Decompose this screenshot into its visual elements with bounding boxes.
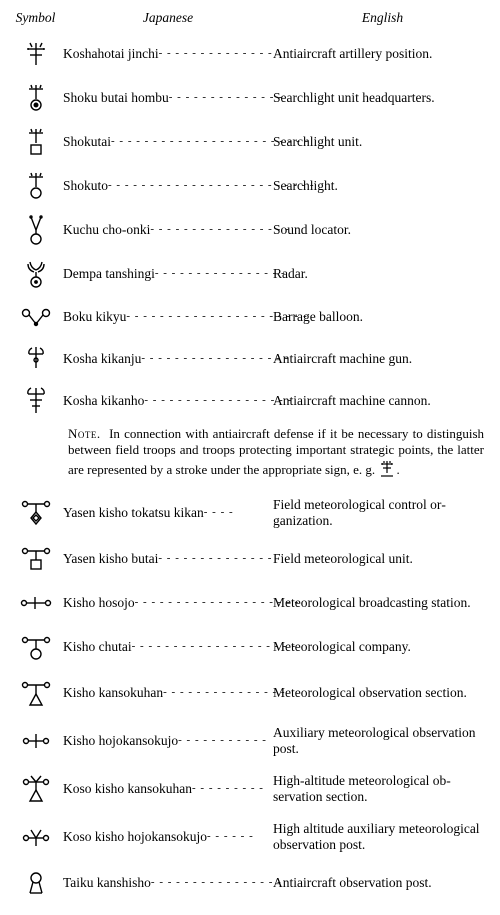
note-block: Note. In connection with antiaircraft de…: [8, 422, 492, 489]
english-term: Searchlight unit.: [273, 134, 492, 150]
english-term: Antiaircraft machine gun.: [273, 351, 492, 367]
english-term: Searchlight.: [273, 178, 492, 194]
symbol-icon: [8, 592, 63, 614]
japanese-term: Koso kisho hojokansokujo- - - - - -: [63, 829, 273, 845]
english-term: Meteorological observation sec­tion.: [273, 685, 492, 701]
english-term: Meteorological company.: [273, 639, 492, 655]
note-inline-symbol: [378, 459, 396, 483]
table-row: Kisho kansokuhan- - - - - - - - - - - - …: [8, 669, 492, 717]
japanese-term: Kisho chutai- - - - - - - - - - - - - - …: [63, 639, 273, 655]
japanese-term: Dempa tanshingi- - - - - - - - - - - - -…: [63, 266, 273, 282]
table-row: Kisho chutai- - - - - - - - - - - - - - …: [8, 625, 492, 669]
table-row: Dempa tanshingi- - - - - - - - - - - - -…: [8, 252, 492, 296]
symbol-icon: [8, 632, 63, 662]
japanese-term: Shokuto- - - - - - - - - - - - - - - - -…: [63, 178, 273, 194]
note-label: Note.: [68, 426, 101, 441]
symbol-icon: [8, 729, 63, 753]
symbol-icon: [8, 81, 63, 115]
table-row: Yasen kisho butai- - - - - - - - - - - -…: [8, 537, 492, 581]
table-row: Boku kikyu- - - - - - - - - - - - - - - …: [8, 296, 492, 338]
japanese-term: Koshahotai jinchi- - - - - - - - - - - -…: [63, 46, 273, 62]
symbol-icon: [8, 824, 63, 850]
english-term: Radar.: [273, 266, 492, 282]
japanese-term: Shoku butai hombu- - - - - - - - - - - -…: [63, 90, 273, 106]
symbol-icon: [8, 543, 63, 575]
english-term: Sound locator.: [273, 222, 492, 238]
table-row: Shokutai- - - - - - - - - - - - - - - - …: [8, 120, 492, 164]
english-term: Searchlight unit headquarters.: [273, 90, 492, 106]
english-term: Field meteorological control or­ganizati…: [273, 497, 492, 529]
table-row: Kisho hojokansokujo- - - - - - - - - - -…: [8, 717, 492, 765]
symbol-icon: [8, 125, 63, 159]
table-row: Yasen kisho tokatsu kikan- - - - Field m…: [8, 489, 492, 537]
english-term: Antiaircraft machine cannon.: [273, 393, 492, 409]
japanese-term: Kosha kikanho- - - - - - - - - - - - - -…: [63, 393, 273, 409]
japanese-term: Yasen kisho tokatsu kikan- - - -: [63, 505, 273, 521]
english-term: Field meteorological unit.: [273, 551, 492, 567]
table-header: Symbol Japanese English: [8, 10, 492, 32]
header-symbol: Symbol: [8, 10, 63, 32]
table-row: Kisho hosojo- - - - - - - - - - - - - - …: [8, 581, 492, 625]
symbol-icon: [8, 169, 63, 203]
japanese-term: Kisho kansokuhan- - - - - - - - - - - - …: [63, 685, 273, 701]
japanese-term: Kuchu cho-onki- - - - - - - - - - - - - …: [63, 222, 273, 238]
english-term: Auxiliary meteorological obser­vation po…: [273, 725, 492, 757]
japanese-term: Boku kikyu- - - - - - - - - - - - - - - …: [63, 309, 273, 325]
english-term: Antiaircraft observation post.: [273, 875, 492, 891]
symbol-table: Symbol Japanese English Koshahotai jinch…: [8, 10, 492, 905]
symbol-icon: [8, 496, 63, 530]
english-term: Antiaircraft artillery position.: [273, 46, 492, 62]
header-english: English: [273, 10, 492, 32]
symbol-icon: [8, 306, 63, 328]
symbol-icon: [8, 39, 63, 69]
english-term: High-altitude meteorological ob­servatio…: [273, 773, 492, 805]
table-row: Kosha kikanju- - - - - - - - - - - - - -…: [8, 338, 492, 380]
english-term: Barrage balloon.: [273, 309, 492, 325]
japanese-term: Taiku kanshisho- - - - - - - - - - - - -…: [63, 875, 273, 891]
symbol-icon: [8, 869, 63, 897]
table-row: Kuchu cho-onki- - - - - - - - - - - - - …: [8, 208, 492, 252]
table-row: Shoku butai hombu- - - - - - - - - - - -…: [8, 76, 492, 120]
table-row: Koso kisho hojokansokujo- - - - - - High…: [8, 813, 492, 861]
english-term: High altitude auxiliary meteor­ological …: [273, 821, 492, 853]
japanese-term: Yasen kisho butai- - - - - - - - - - - -…: [63, 551, 273, 567]
table-row: Koshahotai jinchi- - - - - - - - - - - -…: [8, 32, 492, 76]
table-row: Taiku kanshisho- - - - - - - - - - - - -…: [8, 861, 492, 905]
symbol-icon: [8, 213, 63, 247]
note-text: In connection with antiaircraft defense …: [68, 426, 484, 477]
japanese-term: Kisho hosojo- - - - - - - - - - - - - - …: [63, 595, 273, 611]
symbol-icon: [8, 344, 63, 374]
symbol-icon: [8, 772, 63, 806]
japanese-term: Kosha kikanju- - - - - - - - - - - - - -…: [63, 351, 273, 367]
table-row: Kosha kikanho- - - - - - - - - - - - - -…: [8, 380, 492, 422]
header-japanese: Japanese: [63, 10, 273, 32]
japanese-term: Koso kisho kansokuhan- - - - - - - - -: [63, 781, 273, 797]
symbol-icon: [8, 677, 63, 709]
english-term: Meteorological broadcasting sta­tion.: [273, 595, 492, 611]
japanese-term: Shokutai- - - - - - - - - - - - - - - - …: [63, 134, 273, 150]
japanese-term: Kisho hojokansokujo- - - - - - - - - - -: [63, 733, 273, 749]
symbol-icon: [8, 385, 63, 417]
table-row: Shokuto- - - - - - - - - - - - - - - - -…: [8, 164, 492, 208]
table-row: Koso kisho kansokuhan- - - - - - - - - H…: [8, 765, 492, 813]
symbol-icon: [8, 258, 63, 290]
